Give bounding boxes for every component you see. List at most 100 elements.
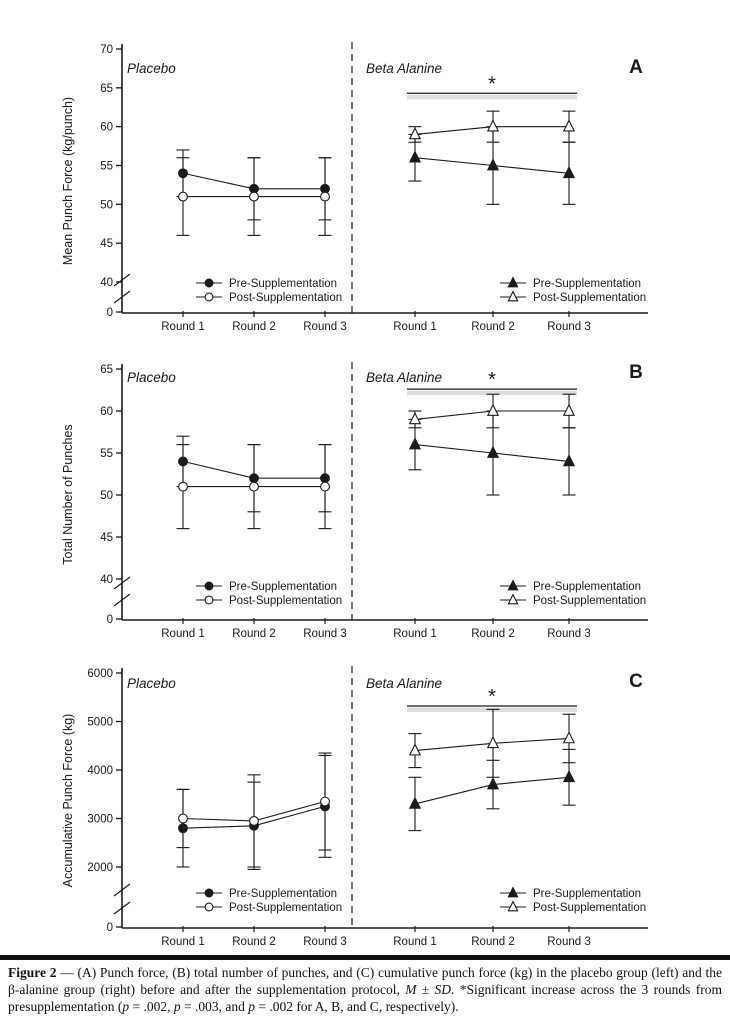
data-point-marker-triangle-filled bbox=[507, 579, 519, 591]
x-tick-label: Round 2 bbox=[232, 321, 275, 333]
legend-label: Post-Supplementation bbox=[533, 902, 646, 914]
data-point-marker-triangle-open bbox=[507, 290, 519, 302]
group-label-beta-alanine: Beta Alanine bbox=[366, 370, 442, 385]
data-point-marker-triangle-filled bbox=[562, 454, 576, 467]
x-tick-label: Round 3 bbox=[547, 936, 590, 948]
group-placebo: Placebo Pre-Supplementation Post-Supplemen… bbox=[127, 370, 342, 607]
legend-item-post-supplementation: Post-Supplementation bbox=[500, 290, 646, 304]
data-point-marker-circle-open bbox=[204, 292, 214, 302]
panel-A: 40 45 50 55 60 65 70 0 Mean Punch Force (kg/punc… bbox=[61, 42, 648, 333]
data-point-marker-triangle-open bbox=[507, 593, 519, 605]
caption-italic-p: p bbox=[173, 999, 181, 1014]
y-axis-title: Mean Punch Force (kg/punch) bbox=[61, 97, 75, 265]
legend-label: Post-Supplementation bbox=[533, 595, 646, 607]
data-point-marker-circle-filled bbox=[204, 581, 214, 591]
data-point-marker-triangle-open bbox=[486, 119, 500, 132]
legend-label: Pre-Supplementation bbox=[229, 278, 337, 290]
y-tick-label: 65 bbox=[100, 83, 113, 95]
data-point-marker-circle-open bbox=[204, 595, 214, 605]
data-point-marker-circle-open bbox=[178, 481, 188, 492]
axis-break-mark bbox=[113, 901, 131, 915]
data-point-marker-circle-open bbox=[249, 815, 259, 826]
significance-asterisk: * bbox=[488, 73, 496, 95]
data-point-marker-circle-open bbox=[320, 796, 330, 807]
legend-item-pre-supplementation: Pre-Supplementation bbox=[196, 278, 337, 290]
legend-item-post-supplementation: Post-Supplementation bbox=[196, 595, 342, 607]
significance-bar-shadow bbox=[407, 390, 577, 396]
axis-break-mark bbox=[113, 273, 131, 287]
data-point-marker-triangle-open bbox=[562, 119, 576, 132]
data-point-marker-triangle-filled bbox=[408, 150, 422, 163]
group-beta-alanine: Beta Alanine * Pre-Supplementation Post-Sup… bbox=[366, 676, 646, 914]
legend-label: Pre-Supplementation bbox=[533, 278, 641, 290]
figure-canvas: 40 45 50 55 60 65 70 0 Mean Punch Force (kg/punc… bbox=[61, 42, 648, 948]
legend-label: Pre-Supplementation bbox=[533, 581, 641, 593]
y-tick-label: 5000 bbox=[87, 717, 113, 729]
data-point-marker-triangle-filled bbox=[562, 769, 576, 783]
x-tick-label: Round 1 bbox=[161, 321, 204, 333]
data-point-marker-circle-filled bbox=[178, 456, 188, 467]
group-placebo: Placebo Pre-Supplementation Post-Supplemen… bbox=[127, 61, 342, 304]
y-tick-label: 4000 bbox=[87, 765, 113, 777]
legend-item-pre-supplementation: Pre-Supplementation bbox=[500, 886, 641, 900]
data-point-marker-circle-filled bbox=[178, 823, 188, 834]
y-tick-label: 65 bbox=[100, 364, 113, 376]
caption-italic-p: p bbox=[122, 999, 130, 1014]
group-label-beta-alanine: Beta Alanine bbox=[366, 61, 442, 76]
y-tick-label: 40 bbox=[100, 277, 113, 289]
data-point-marker-triangle-open bbox=[408, 412, 422, 425]
data-point-marker-circle-open bbox=[320, 481, 330, 492]
caption-text-segment: . *Significant increase across the 3 rou… bbox=[8, 982, 722, 1014]
y-tick-label: 45 bbox=[100, 238, 113, 250]
x-tick-label: Round 2 bbox=[471, 628, 514, 640]
figure-caption: Figure 2 — (A) Punch force, (B) total nu… bbox=[0, 964, 730, 1015]
legend-item-post-supplementation: Post-Supplementation bbox=[500, 593, 646, 607]
axis-break-mark bbox=[113, 593, 131, 607]
legend-item-post-supplementation: Post-Supplementation bbox=[196, 902, 342, 914]
legend-item-pre-supplementation: Pre-Supplementation bbox=[500, 579, 641, 593]
y-tick-label: 6000 bbox=[87, 668, 113, 680]
group-label-placebo: Placebo bbox=[127, 676, 176, 691]
x-tick-label: Round 3 bbox=[547, 321, 590, 333]
data-point-marker-triangle-filled bbox=[562, 165, 576, 179]
significance-asterisk: * bbox=[488, 686, 496, 708]
data-point-marker-circle-open bbox=[249, 191, 259, 202]
caption-text-segment: ± bbox=[416, 982, 435, 997]
y-tick-label: 70 bbox=[100, 44, 113, 56]
data-point-marker-circle-open bbox=[249, 481, 259, 492]
y-tick-label: 40 bbox=[100, 574, 113, 586]
legend-label: Pre-Supplementation bbox=[229, 888, 337, 900]
panel-C: 2000 3000 4000 5000 6000 0 Accumulative Punch … bbox=[61, 666, 648, 948]
caption-text-segment: = .002, bbox=[129, 999, 174, 1014]
group-label-placebo: Placebo bbox=[127, 370, 176, 385]
caption-figure-label: Figure 2 bbox=[8, 965, 57, 980]
legend-label: Pre-Supplementation bbox=[229, 581, 337, 593]
x-tick-label: Round 1 bbox=[393, 936, 436, 948]
caption-text-segment: = .003, and bbox=[180, 999, 249, 1014]
y-axis-title: Total Number of Punches bbox=[61, 424, 75, 564]
x-tick-label: Round 3 bbox=[547, 628, 590, 640]
data-point-marker-triangle-filled bbox=[408, 796, 422, 809]
data-point-marker-circle-open bbox=[320, 191, 330, 202]
figure-caption-block: Figure 2 — (A) Punch force, (B) total nu… bbox=[0, 955, 730, 1015]
x-tick-label: Round 1 bbox=[161, 628, 204, 640]
data-point-marker-circle-open bbox=[178, 191, 188, 202]
group-beta-alanine: Beta Alanine * Pre-Supplementation Post-Sup… bbox=[366, 369, 646, 607]
group-beta-alanine: Beta Alanine * Pre-Supplementation Post-Sup… bbox=[366, 61, 646, 304]
group-placebo: Placebo Pre-Supplementation Post-Supplemen… bbox=[127, 676, 342, 914]
y-tick-label: 3000 bbox=[87, 814, 113, 826]
caption-text-segment: — (A) Punch force, (B) total number of p… bbox=[8, 965, 722, 997]
data-point-marker-triangle-filled bbox=[408, 437, 422, 450]
y-tick-label-zero: 0 bbox=[107, 614, 113, 626]
panel-letter: B bbox=[629, 362, 643, 383]
legend-label: Post-Supplementation bbox=[229, 292, 342, 304]
axis-break-mark bbox=[113, 883, 131, 897]
y-tick-label: 55 bbox=[100, 161, 113, 173]
axis-break-mark bbox=[113, 290, 131, 304]
caption-text-segment: = .002 for A, B, and C, respectively). bbox=[254, 999, 459, 1014]
data-point-marker-triangle-filled bbox=[486, 445, 500, 458]
data-point-marker-triangle-filled bbox=[507, 886, 519, 898]
panel-letter: C bbox=[629, 671, 643, 692]
x-tick-label: Round 2 bbox=[232, 628, 275, 640]
y-tick-label: 50 bbox=[100, 490, 113, 502]
